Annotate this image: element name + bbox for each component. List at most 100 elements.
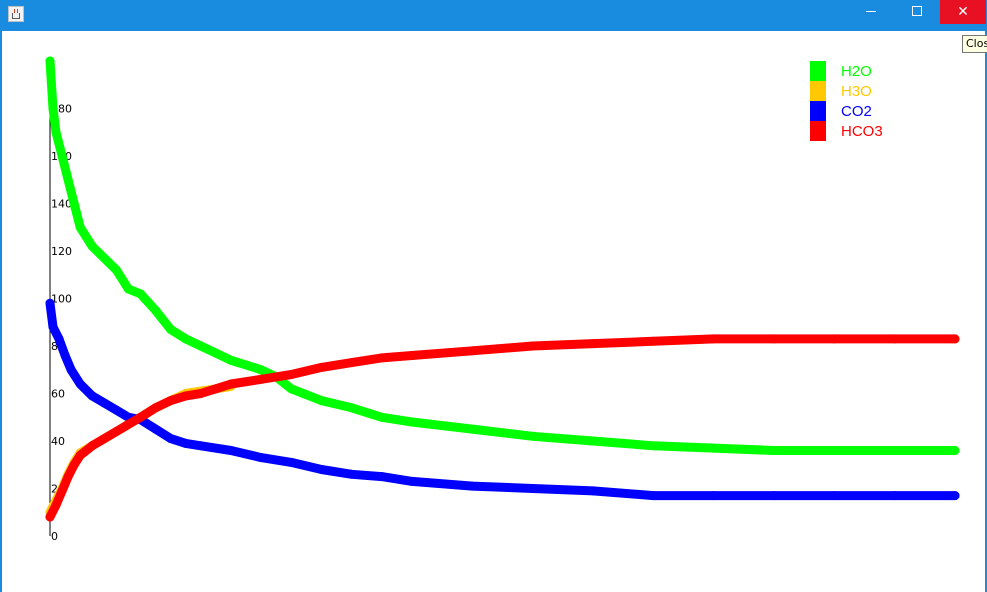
java-cup-icon[interactable] bbox=[8, 6, 24, 22]
data-point-h2o bbox=[890, 446, 900, 455]
data-point-co2 bbox=[48, 322, 58, 332]
data-point-hco3 bbox=[588, 339, 598, 349]
data-point-co2 bbox=[87, 391, 97, 401]
data-point-co2 bbox=[709, 491, 719, 501]
legend-label: HCO3 bbox=[841, 123, 883, 140]
close-tooltip: Close bbox=[962, 35, 987, 53]
data-point-co2 bbox=[181, 438, 191, 448]
data-point-co2 bbox=[890, 491, 900, 501]
data-point-h2o bbox=[347, 403, 357, 413]
data-point-co2 bbox=[226, 446, 236, 455]
data-point-co2 bbox=[528, 484, 538, 493]
y-tick-label: 40 bbox=[51, 435, 65, 448]
data-point-co2 bbox=[829, 491, 839, 501]
data-point-hco3 bbox=[890, 334, 900, 344]
data-point-hco3 bbox=[196, 389, 206, 398]
legend-swatch bbox=[810, 81, 826, 101]
data-point-hco3 bbox=[151, 403, 161, 413]
y-tick-label: 140 bbox=[51, 198, 72, 211]
data-point-h2o bbox=[648, 441, 658, 451]
data-point-h2o bbox=[528, 431, 538, 441]
data-point-h2o bbox=[286, 384, 296, 394]
y-tick-label: 0 bbox=[51, 530, 58, 543]
cup-shape bbox=[12, 13, 20, 19]
data-point-h2o bbox=[151, 305, 161, 315]
data-point-h2o bbox=[181, 334, 191, 344]
close-icon: ✕ bbox=[957, 4, 969, 20]
close-button[interactable]: ✕ bbox=[940, 0, 986, 24]
legend-label: H2O bbox=[841, 63, 872, 80]
data-point-h2o bbox=[69, 199, 79, 208]
legend-swatch bbox=[810, 121, 826, 141]
data-point-hco3 bbox=[87, 441, 97, 451]
data-point-h2o bbox=[950, 446, 960, 455]
data-point-co2 bbox=[648, 491, 658, 501]
data-point-co2 bbox=[54, 334, 64, 344]
data-point-co2 bbox=[151, 424, 161, 434]
data-point-hco3 bbox=[63, 472, 73, 482]
data-point-co2 bbox=[588, 486, 598, 496]
data-point-co2 bbox=[950, 491, 960, 501]
data-point-hco3 bbox=[829, 334, 839, 344]
data-point-hco3 bbox=[528, 341, 538, 351]
data-point-hco3 bbox=[709, 334, 719, 344]
data-point-hco3 bbox=[950, 334, 960, 344]
data-point-h2o bbox=[211, 348, 221, 358]
data-point-co2 bbox=[99, 398, 109, 408]
data-point-hco3 bbox=[211, 384, 221, 394]
data-point-h2o bbox=[51, 127, 61, 137]
data-point-h2o bbox=[467, 424, 477, 434]
data-point-h2o bbox=[57, 151, 67, 161]
data-point-h2o bbox=[99, 253, 109, 263]
data-point-hco3 bbox=[347, 358, 357, 368]
data-point-co2 bbox=[256, 453, 266, 463]
legend-label: CO2 bbox=[841, 103, 872, 120]
data-point-hco3 bbox=[256, 374, 266, 384]
data-point-h2o bbox=[87, 241, 97, 251]
legend-label: H3O bbox=[841, 83, 872, 100]
data-point-hco3 bbox=[226, 379, 236, 389]
data-point-h2o bbox=[377, 412, 387, 422]
data-point-hco3 bbox=[111, 427, 121, 436]
data-point-hco3 bbox=[136, 412, 145, 422]
data-point-hco3 bbox=[51, 500, 61, 510]
data-point-co2 bbox=[60, 351, 70, 360]
maximize-button[interactable] bbox=[894, 0, 940, 24]
data-point-h2o bbox=[256, 365, 266, 375]
data-point-co2 bbox=[196, 441, 206, 451]
data-point-co2 bbox=[166, 434, 176, 444]
y-tick-label: 60 bbox=[51, 388, 65, 401]
minimize-icon bbox=[866, 11, 876, 12]
data-point-hco3 bbox=[377, 353, 387, 363]
data-point-h2o bbox=[75, 222, 85, 232]
steam-shape bbox=[14, 9, 18, 13]
data-point-h2o bbox=[241, 360, 251, 370]
legend-swatch bbox=[810, 61, 826, 81]
title-bar[interactable]: ✕ bbox=[0, 0, 987, 31]
data-point-co2 bbox=[467, 481, 477, 491]
data-point-h2o bbox=[123, 284, 133, 294]
data-point-hco3 bbox=[317, 362, 326, 372]
data-point-co2 bbox=[317, 465, 326, 474]
data-point-h2o bbox=[829, 446, 839, 455]
minimize-button[interactable] bbox=[848, 0, 894, 24]
data-point-h2o bbox=[407, 417, 417, 427]
data-point-hco3 bbox=[769, 334, 779, 344]
maximize-icon bbox=[912, 6, 922, 16]
data-point-co2 bbox=[75, 379, 85, 389]
data-point-hco3 bbox=[166, 396, 176, 406]
data-point-h2o bbox=[166, 324, 176, 334]
data-point-h2o bbox=[769, 446, 779, 455]
data-point-co2 bbox=[66, 365, 76, 375]
data-point-hco3 bbox=[45, 512, 55, 522]
data-point-co2 bbox=[286, 457, 296, 467]
data-point-hco3 bbox=[75, 450, 85, 460]
data-point-hco3 bbox=[57, 486, 67, 496]
data-point-hco3 bbox=[286, 370, 296, 379]
data-point-hco3 bbox=[69, 460, 79, 470]
data-point-h2o bbox=[709, 443, 719, 453]
data-point-hco3 bbox=[648, 336, 658, 346]
data-point-co2 bbox=[769, 491, 779, 501]
